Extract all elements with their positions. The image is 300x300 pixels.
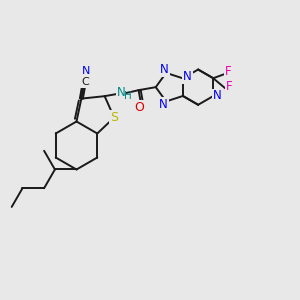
Text: H: H (124, 91, 131, 101)
Text: N: N (183, 70, 192, 83)
Text: O: O (134, 101, 144, 114)
Text: F: F (226, 80, 232, 93)
Text: F: F (225, 64, 231, 78)
Text: N: N (160, 63, 169, 76)
Text: N: N (213, 89, 221, 103)
Text: S: S (110, 111, 118, 124)
Text: N: N (82, 66, 91, 76)
Text: N: N (159, 98, 168, 111)
Text: C: C (81, 77, 89, 87)
Text: N: N (116, 86, 125, 99)
